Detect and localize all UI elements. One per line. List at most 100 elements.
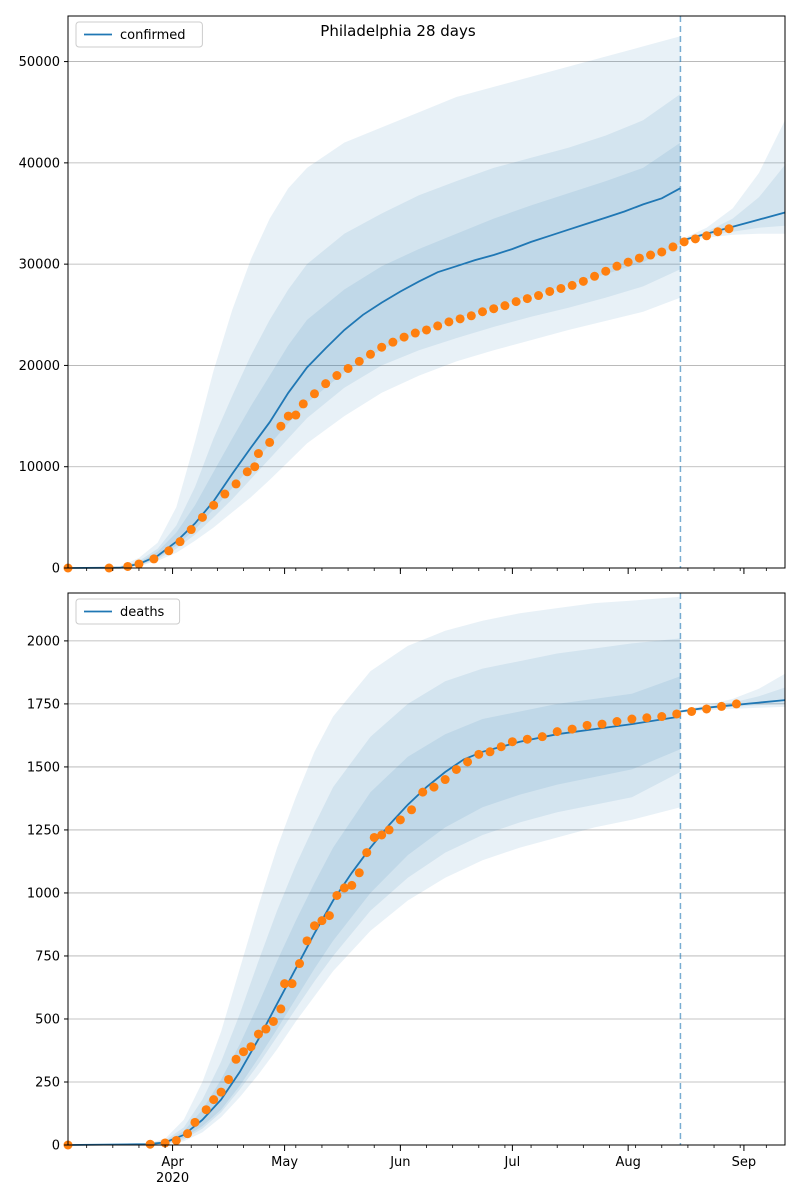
deaths-observed-point — [216, 1087, 226, 1097]
deaths-observed-point — [672, 709, 682, 719]
confirmed-observed-point — [197, 512, 207, 522]
confirmed-observed-point — [354, 356, 364, 366]
deaths-y-tick-label: 1500 — [27, 760, 60, 775]
deaths-observed-point — [347, 880, 357, 890]
confirmed-observed-point — [321, 379, 331, 389]
deaths-x-tick-label: Apr — [161, 1155, 184, 1170]
deaths-observed-point — [317, 916, 327, 926]
deaths-observed-point — [702, 704, 712, 714]
deaths-observed-point — [246, 1042, 256, 1052]
deaths-observed-point — [418, 787, 428, 797]
deaths-observed-point — [687, 706, 697, 716]
confirmed-observed-point — [545, 286, 555, 296]
confirmed-observed-point — [250, 462, 260, 472]
deaths-observed-point — [224, 1074, 234, 1084]
deaths-uncertainty-band — [146, 638, 681, 1145]
deaths-observed-point — [567, 724, 577, 734]
deaths-observed-point — [537, 732, 547, 742]
confirmed-observed-point — [679, 237, 689, 247]
confirmed-observed-point — [276, 421, 286, 431]
deaths-observed-point — [253, 1029, 263, 1039]
deaths-observed-point — [522, 734, 532, 744]
confirmed-observed-point — [149, 554, 159, 564]
confirmed-observed-point — [623, 257, 633, 267]
confirmed-observed-point — [134, 559, 144, 569]
confirmed-observed-point — [164, 546, 174, 556]
confirmed-observed-point — [422, 325, 431, 335]
confirmed-observed-point — [612, 261, 622, 271]
deaths-x-tick-label: Aug — [615, 1155, 640, 1170]
confirmed-y-tick-label: 30000 — [19, 258, 60, 273]
confirmed-observed-point — [590, 271, 600, 281]
confirmed-observed-point — [265, 437, 275, 447]
deaths-observed-point — [377, 830, 387, 840]
deaths-y-tick-label: 1250 — [27, 823, 60, 838]
confirmed-y-tick-label: 40000 — [19, 156, 60, 171]
confirmed-observed-point — [690, 234, 700, 244]
confirmed-y-tick-label: 0 — [52, 562, 60, 577]
deaths-observed-point — [332, 890, 342, 900]
deaths-observed-point — [657, 712, 667, 722]
deaths-observed-point — [474, 749, 484, 759]
deaths-observed-point — [507, 737, 517, 747]
confirmed-observed-point — [433, 321, 443, 331]
figure-title: Philadelphia 28 days — [320, 22, 476, 40]
confirmed-observed-point — [634, 253, 644, 263]
confirmed-observed-point — [377, 342, 387, 352]
confirmed-legend-label: confirmed — [120, 28, 186, 43]
confirmed-observed-point — [186, 525, 196, 535]
deaths-y-tick-label: 1750 — [27, 697, 60, 712]
confirmed-observed-point — [578, 276, 588, 286]
deaths-observed-point — [440, 775, 450, 785]
deaths-y-tick-label: 250 — [35, 1075, 60, 1090]
deaths-y-tick-label: 1000 — [27, 886, 60, 901]
deaths-observed-point — [190, 1117, 200, 1127]
deaths-observed-point — [171, 1135, 181, 1145]
deaths-legend-box — [75, 598, 181, 625]
confirmed-observed-point — [657, 247, 667, 257]
deaths-uncertainty-band — [146, 676, 681, 1145]
confirmed-observed-point — [343, 363, 353, 373]
deaths-observed-point — [209, 1095, 219, 1105]
deaths-observed-point — [239, 1047, 249, 1057]
confirmed-y-tick-label: 10000 — [19, 460, 60, 475]
confirmed-observed-point — [646, 250, 656, 260]
deaths-observed-point — [612, 717, 622, 727]
confirmed-observed-point — [298, 399, 308, 409]
confirmed-observed-point — [388, 337, 398, 347]
deaths-observed-point — [201, 1105, 211, 1115]
deaths-observed-point — [731, 699, 741, 709]
deaths-observed-point — [384, 825, 394, 835]
confirmed-uncertainty-band — [680, 120, 785, 242]
deaths-observed-point — [451, 764, 461, 774]
deaths-observed-point — [395, 815, 405, 825]
confirmed-observed-point — [175, 537, 185, 547]
confirmed-observed-point — [724, 224, 734, 234]
confirmed-y-tick-label: 50000 — [19, 55, 60, 70]
confirmed-observed-point — [309, 389, 319, 399]
confirmed-observed-point — [123, 561, 133, 571]
deaths-observed-point — [295, 959, 305, 969]
confirmed-uncertainty-band — [120, 142, 681, 568]
confirmed-panel: 0 10000 20000 30000 40000 50000 confirmed — [19, 15, 786, 577]
confirmed-median-line — [67, 187, 681, 569]
confirmed-observed-point — [522, 294, 532, 304]
deaths-observed-point — [597, 719, 607, 729]
confirmed-observed-point — [220, 489, 230, 499]
deaths-observed-point — [339, 883, 349, 893]
confirmed-observed-point — [283, 411, 293, 421]
confirmed-observed-point — [489, 304, 499, 314]
confirmed-observed-point — [601, 266, 611, 276]
deaths-observed-point — [362, 848, 372, 858]
deaths-observed-point — [642, 713, 652, 723]
confirmed-observed-point — [291, 410, 301, 420]
confirmed-observed-point — [668, 242, 678, 252]
deaths-x-tick-label: May — [271, 1155, 298, 1170]
deaths-observed-point — [287, 979, 297, 989]
deaths-observed-point — [369, 832, 379, 842]
deaths-observed-point — [582, 720, 592, 730]
confirmed-observed-point — [702, 231, 712, 241]
deaths-observed-point — [324, 911, 334, 921]
